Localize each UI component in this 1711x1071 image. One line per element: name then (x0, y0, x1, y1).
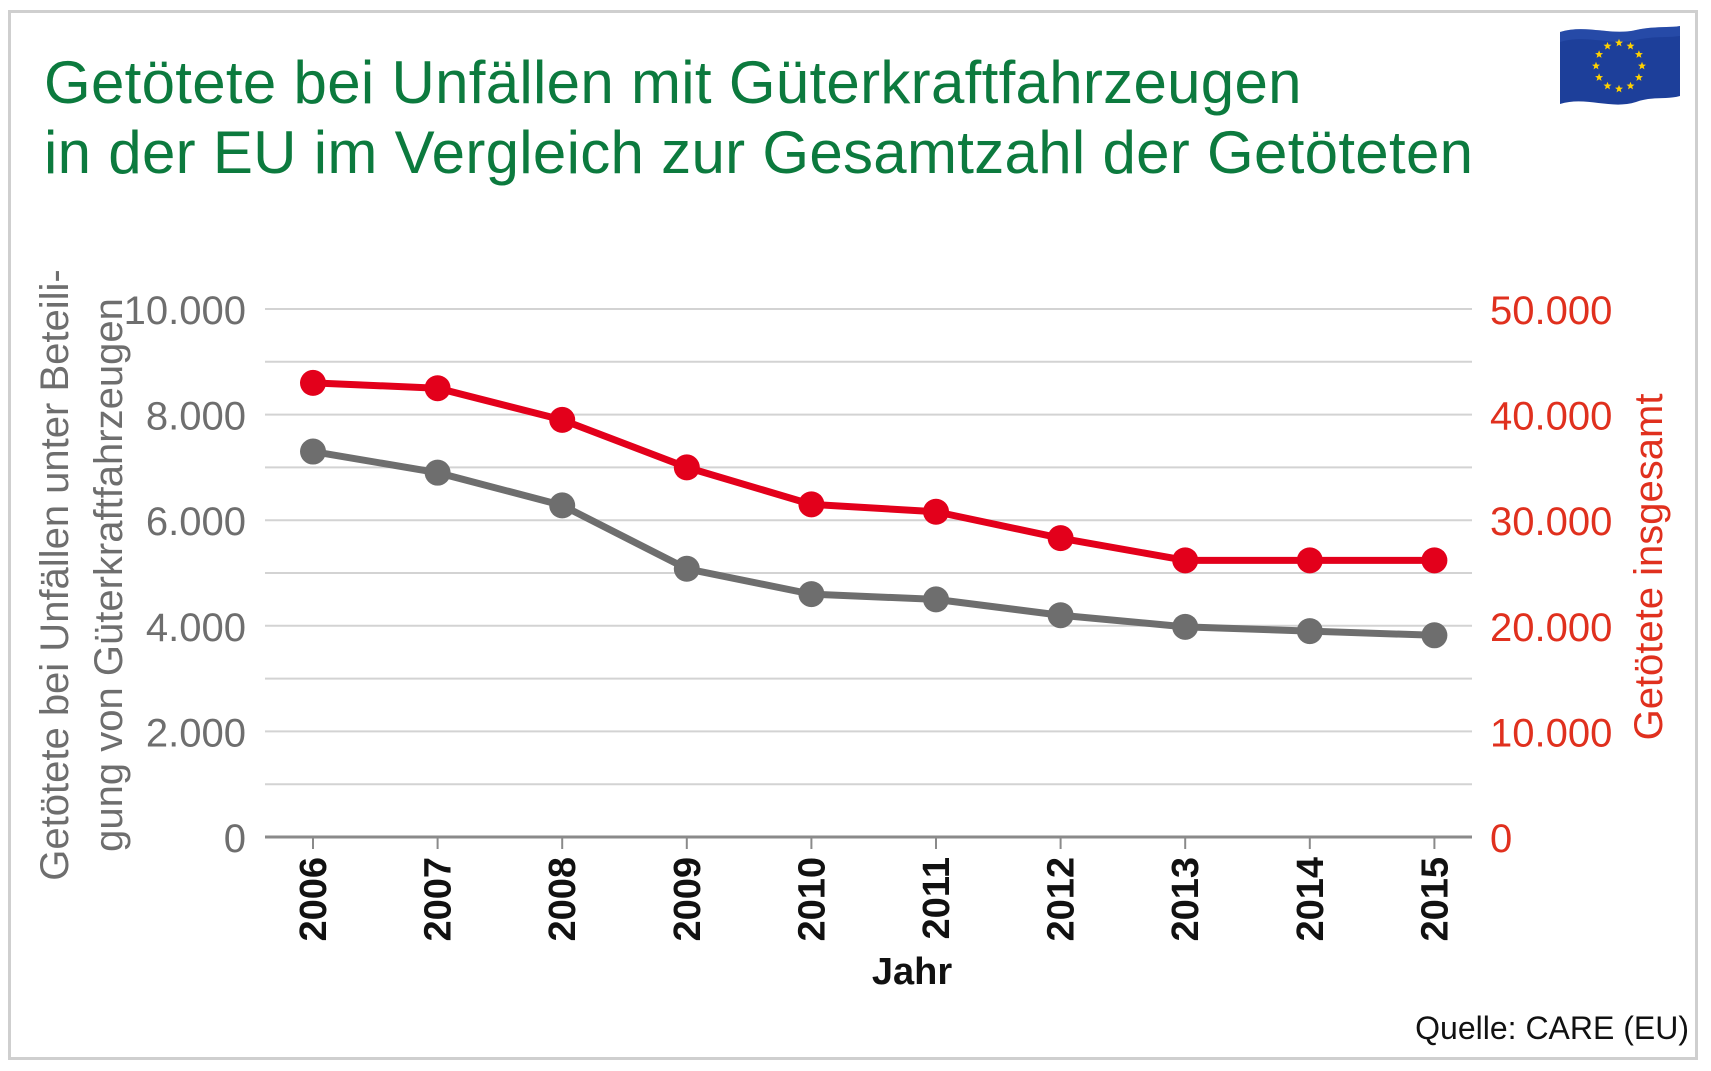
right-axis-tick-label: 40.000 (1490, 395, 1612, 439)
series-line-right (309, 379, 1438, 564)
right-axis-tick-label: 10.000 (1490, 711, 1612, 755)
star-icon (1603, 81, 1612, 90)
right-axis-tick-label: 0 (1490, 817, 1512, 861)
left-axis-tick-label: 8.000 (146, 395, 246, 439)
left-axis-tick-label: 10.000 (124, 289, 246, 333)
data-point-right (798, 491, 825, 518)
x-axis-tick-label: 2013 (1165, 857, 1207, 942)
left-axis-label-line-1: Getötete bei Unfällen unter Beteili- (33, 269, 77, 880)
x-axis-tick-label: 2011 (916, 857, 958, 939)
x-axis-tick-label: 2014 (1290, 857, 1332, 942)
data-point-right (300, 369, 326, 396)
data-point-right (1421, 547, 1448, 574)
x-axis-tick-label: 2009 (667, 857, 709, 942)
x-axis-tick-label: 2015 (1414, 857, 1456, 942)
x-axis-label: Jahr (872, 951, 952, 993)
data-point-right (1047, 525, 1074, 552)
eu-flag-icon (1560, 26, 1680, 105)
right-axis-tick-label: 20.000 (1490, 606, 1612, 650)
x-axis-tick-label: 2006 (293, 857, 335, 942)
data-point-left (923, 586, 949, 613)
left-axis-tick-label: 0 (224, 817, 246, 861)
x-axis-tick-label: 2007 (418, 857, 460, 942)
right-axis-ticks: 0 10.000 20.000 30.000 40.000 50.000 (1490, 289, 1612, 861)
star-icon (1615, 38, 1623, 47)
data-point-left (798, 581, 825, 608)
data-point-right (923, 498, 949, 525)
right-axis-label: Getötete insgesamt (1627, 394, 1671, 741)
data-point-left (300, 438, 326, 465)
data-point-left (549, 492, 576, 519)
star-icon (1626, 41, 1635, 50)
left-axis-tick-label: 4.000 (146, 606, 246, 650)
x-axis-tick-label: 2008 (542, 857, 584, 942)
source-note: Quelle: CARE (EU) (1415, 1010, 1689, 1046)
right-axis-tick-label: 30.000 (1490, 500, 1612, 544)
star-icon (1595, 73, 1604, 81)
title-line-1: Getötete bei Unfällen mit Güterkraftfahr… (44, 49, 1302, 116)
series-line-left (309, 448, 1438, 639)
left-axis-tick-label: 2.000 (146, 711, 246, 755)
data-point-right (1296, 547, 1323, 574)
series-layer (300, 369, 1448, 649)
star-icon (1634, 73, 1643, 81)
star-icon (1592, 61, 1600, 70)
star-icon (1634, 50, 1643, 58)
title-line-2: in der EU im Vergleich zur Gesamtzahl de… (44, 119, 1474, 186)
star-icon (1615, 84, 1623, 93)
data-point-right (1172, 547, 1199, 574)
x-axis-tick-label: 2012 (1041, 857, 1083, 942)
data-point-right (673, 454, 700, 481)
star-icon (1626, 81, 1635, 90)
x-axis-tick-label: 2010 (791, 857, 833, 942)
chart-frame (8, 10, 1698, 1060)
data-point-left (1296, 618, 1323, 645)
data-point-left (1421, 622, 1448, 649)
page-title: Getötete bei Unfällen mit Güterkraftfahr… (44, 48, 1473, 188)
left-axis-tick-label: 6.000 (146, 500, 246, 544)
star-icon (1638, 61, 1646, 70)
data-point-right (424, 375, 451, 402)
x-axis-ticks: 2006 2007 2008 2009 2010 2011 2012 2013 2014 2015 (293, 837, 1456, 942)
left-axis-label-line-2: gung von Güterkraftfahrzeugen (87, 298, 131, 852)
data-point-left (673, 555, 700, 582)
left-axis-ticks: 0 2.000 4.000 6.000 8.000 10.000 (124, 289, 246, 861)
star-icon (1595, 50, 1604, 58)
grid-lines (265, 308, 1472, 839)
right-axis-tick-label: 50.000 (1490, 289, 1612, 333)
data-point-left (424, 459, 451, 486)
data-point-left (1047, 602, 1074, 629)
star-icon (1603, 41, 1612, 50)
data-point-right (549, 406, 576, 433)
data-point-left (1172, 613, 1199, 640)
